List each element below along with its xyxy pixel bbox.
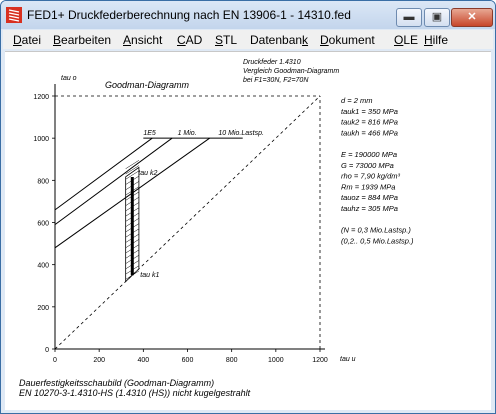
y-tick-label: 400 (37, 263, 49, 270)
tau-k2-label: tau k2 (138, 170, 157, 177)
minimize-button[interactable]: ▬ (396, 8, 422, 27)
x-tick-label: 0 (53, 357, 57, 364)
goodman-chart: 0 200 400 600 800 1000 1200 0 200 400 600 800 1000 12… (19, 59, 414, 398)
hatch-stroke (125, 270, 140, 280)
series-label: 10 Mio.Lastsp. (218, 130, 264, 137)
param-line: (N = 0,3 Mio.Lastsp.) (341, 226, 411, 235)
footer-line: Dauerfestigkeitsschaubild (Goodman-Diagr… (19, 378, 214, 388)
param-line: d = 2 mm (341, 96, 372, 105)
goodman-line (54, 137, 173, 226)
x-tick-label: 600 (182, 357, 194, 364)
window-title: FED1+ Druckfederberechnung nach EN 13906… (27, 8, 351, 22)
footer-line: EN 10270-3-1.4310-HS (1.4310 (HS)) nicht… (19, 388, 251, 398)
param-line: rho = 7,90 kg/dm³ (341, 172, 400, 181)
menu-item[interactable]: Datei (13, 33, 42, 47)
menu-item[interactable]: Hilfe (424, 33, 449, 47)
maximize-button[interactable]: ▣ (424, 8, 450, 27)
menu-item[interactable]: OLE (394, 33, 419, 47)
menu-bar: Datei Bearbeiten Ansicht CAD STL Datenbank Dok… (3, 30, 493, 49)
y-tick-label: 800 (37, 178, 49, 185)
series-label: 1 Mio. (178, 130, 197, 137)
x-tick-label: 400 (137, 357, 149, 364)
param-line: tauhz = 305 MPa (341, 204, 398, 213)
spring-icon[interactable] (6, 7, 22, 23)
hatch-band (125, 166, 140, 283)
param-line: G = 73000 MPa (341, 161, 394, 170)
chart-title: Goodman-Diagramm (105, 80, 190, 90)
y-tick-label: 1200 (33, 94, 49, 101)
x-tick-label: 200 (93, 357, 105, 364)
y-tick-label: 1000 (33, 136, 49, 143)
hatch-stroke (125, 165, 140, 175)
diagonal-line (54, 95, 321, 350)
param-line: (0,2.. 0,5 Mio.Lastsp.) (341, 236, 414, 245)
y-tick-label: 600 (37, 221, 49, 228)
header-line: Druckfeder 1.4310 (243, 59, 301, 66)
series-label: 1E5 (143, 130, 156, 137)
param-line: E = 190000 MPa (341, 150, 397, 159)
x-tick-label: 1200 (312, 357, 328, 364)
menu-item[interactable]: Bearbeiten (53, 33, 112, 47)
y-tick-label: 200 (37, 305, 49, 312)
param-line: tauk2 = 816 MPa (341, 118, 398, 127)
param-line: taukh = 466 MPa (341, 128, 398, 137)
y-axis-label: tau o (61, 75, 77, 82)
hatch-stroke (125, 170, 140, 180)
param-line: Rm = 1939 MPa (341, 182, 395, 191)
goodman-line (54, 137, 153, 211)
param-line: tauoz = 884 MPa (341, 193, 398, 202)
header-line: bei F1=30N, F2=70N (243, 77, 309, 84)
chart-area: 0 200 400 600 800 1000 1200 0 200 400 600 800 1000 12… (5, 51, 491, 410)
menu-item[interactable]: CAD (177, 33, 203, 47)
tau-k1-label: tau k1 (140, 272, 159, 279)
x-tick-label: 1000 (268, 357, 284, 364)
header-line: Vergleich Goodman-Diagramm (243, 68, 339, 75)
param-line: tauk1 = 350 MPa (341, 107, 398, 116)
menu-item[interactable]: Dokument (320, 33, 375, 47)
y-tick-label: 0 (45, 347, 49, 354)
title-bar[interactable]: FED1+ Druckfederberechnung nach EN 13906… (1, 1, 495, 29)
x-axis-label: tau u (340, 356, 356, 363)
close-button[interactable]: ✕ (451, 8, 493, 27)
menu-item[interactable]: Ansicht (123, 33, 163, 47)
menu-item[interactable]: Datenbank (250, 33, 309, 47)
hatch-stroke (125, 160, 140, 169)
x-tick-label: 800 (226, 357, 238, 364)
menu-item[interactable]: STL (215, 33, 238, 47)
